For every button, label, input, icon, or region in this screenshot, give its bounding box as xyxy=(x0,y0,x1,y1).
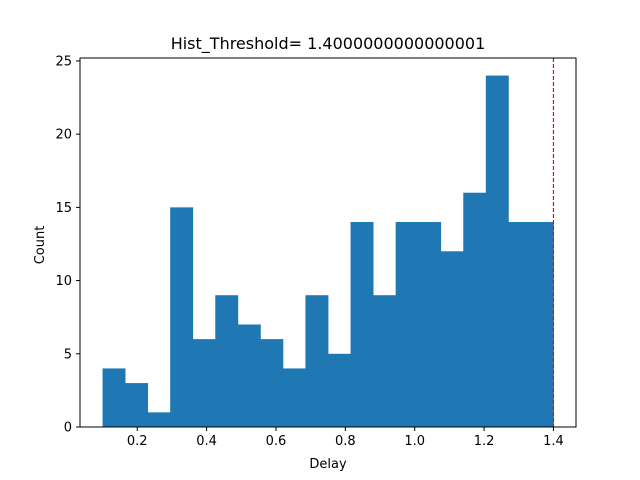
x-tick-label: 1.2 xyxy=(474,434,495,449)
histogram-bar xyxy=(147,412,171,427)
x-axis-label: Delay xyxy=(309,457,347,472)
histogram-bar xyxy=(395,222,419,427)
y-axis-ticks: 0 5 10 15 20 25 xyxy=(55,54,80,436)
histogram-bar xyxy=(328,353,351,427)
histogram-bar xyxy=(282,368,306,427)
x-tick-label: 1.0 xyxy=(404,434,425,449)
histogram-bar xyxy=(485,75,509,428)
x-tick-label: 0.6 xyxy=(266,434,287,449)
histogram-bar xyxy=(440,251,464,427)
histogram-bar xyxy=(125,383,149,427)
histogram-bar xyxy=(102,368,126,427)
histogram-bar xyxy=(170,207,194,427)
y-tick-label: 0 xyxy=(64,421,72,436)
histogram-bar xyxy=(418,222,442,427)
x-tick-label: 1.4 xyxy=(543,434,564,449)
x-tick-label: 0.8 xyxy=(335,434,356,449)
histogram-bar xyxy=(373,295,397,427)
y-tick-label: 25 xyxy=(55,54,72,69)
histogram-bar xyxy=(508,222,532,427)
histogram-bar xyxy=(237,324,261,427)
histogram-bar xyxy=(215,295,239,427)
histogram-bar xyxy=(260,339,284,427)
y-tick-label: 5 xyxy=(64,347,72,362)
chart-title: Hist_Threshold= 1.4000000000000001 xyxy=(171,34,486,54)
bars-group xyxy=(102,75,554,428)
plot-frame xyxy=(79,57,577,428)
x-axis-ticks: 0.2 0.4 0.6 0.8 1.0 1.2 1.4 xyxy=(127,427,564,449)
x-tick-label: 0.2 xyxy=(127,434,148,449)
histogram-bar xyxy=(305,295,329,427)
histogram-bar xyxy=(192,339,216,427)
x-tick-label: 0.4 xyxy=(196,434,217,449)
y-tick-label: 20 xyxy=(55,128,72,143)
y-tick-label: 15 xyxy=(55,201,72,216)
histogram-bar xyxy=(463,192,487,427)
histogram-bar xyxy=(530,222,554,427)
histogram-bar xyxy=(350,222,374,427)
y-tick-label: 10 xyxy=(55,274,72,289)
y-axis-label: Count xyxy=(33,226,48,265)
